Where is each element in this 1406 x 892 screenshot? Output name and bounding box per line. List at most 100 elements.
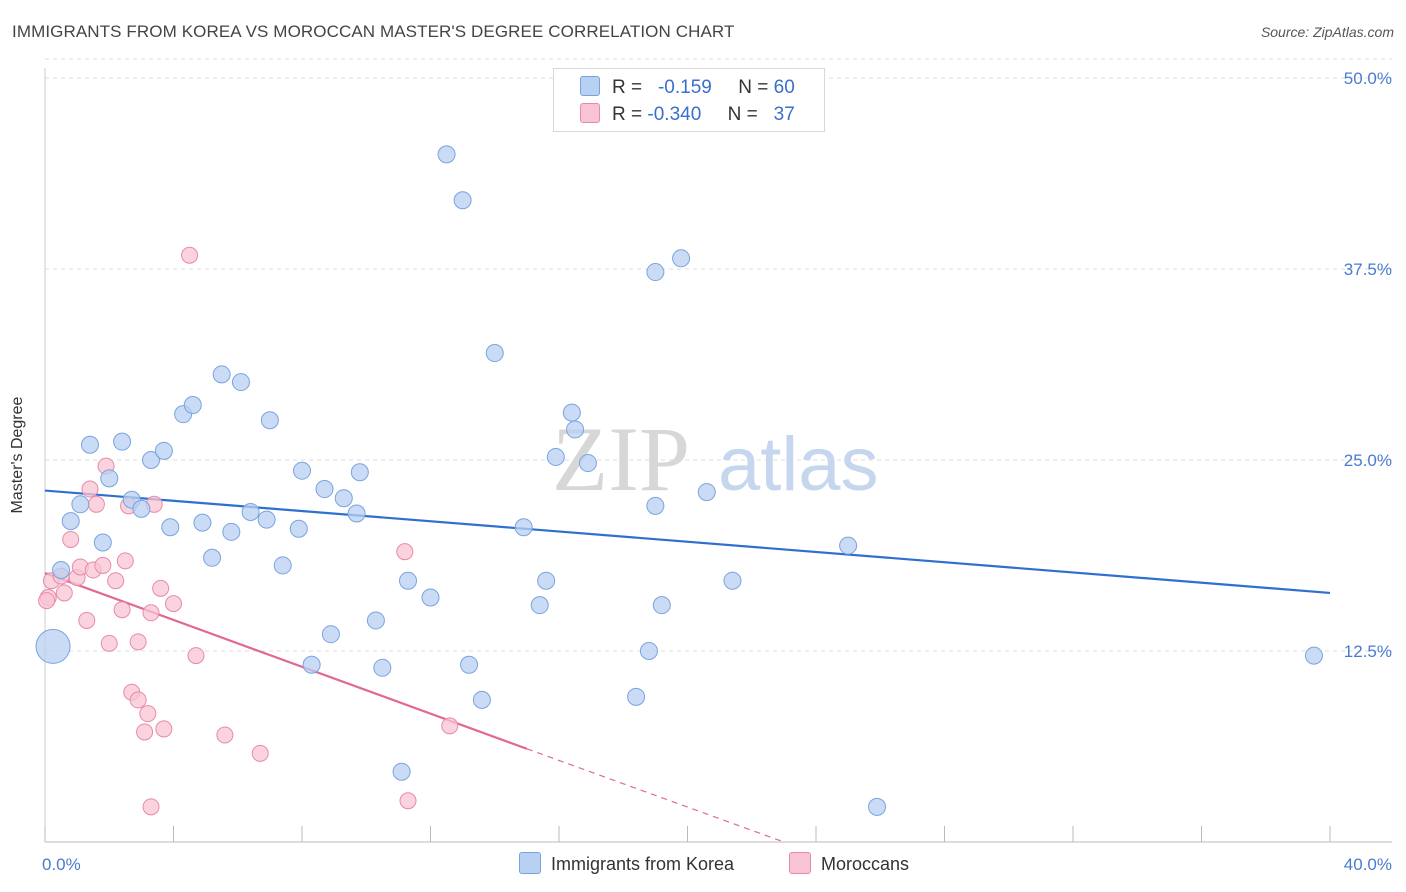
korea-point — [839, 536, 858, 555]
korea-point — [52, 561, 71, 580]
korea-point — [373, 658, 392, 677]
korea-point — [132, 499, 151, 518]
moroccan-trend-extension — [526, 748, 785, 843]
korea-point — [93, 533, 112, 552]
korea-point — [421, 588, 440, 607]
y-tick-label: 12.5% — [1344, 642, 1392, 661]
korea-point — [646, 263, 665, 282]
legend-n-value: 60 — [773, 77, 795, 98]
correlation-legend: R = -0.159 N = 60 R = -0.340 N = 37 — [553, 68, 825, 132]
korea-point — [334, 489, 353, 508]
korea-point — [231, 373, 250, 392]
korea-point — [321, 625, 340, 644]
korea-point — [161, 518, 180, 537]
korea-point — [646, 496, 665, 515]
korea-point — [80, 435, 99, 454]
x-tick-label: 0.0% — [42, 855, 81, 874]
korea-point — [485, 344, 504, 363]
moroccan-point — [187, 647, 205, 665]
watermark-atlas: atlas — [718, 422, 879, 507]
korea-point — [257, 510, 276, 529]
korea-point — [113, 432, 132, 451]
korea-point — [530, 596, 549, 615]
legend-row-moroccans: R = -0.340 N = 37 — [580, 103, 795, 126]
legend-n-value: 37 — [773, 104, 795, 125]
korea-point — [222, 522, 241, 541]
chart-title: IMMIGRANTS FROM KOREA VS MOROCCAN MASTER… — [12, 22, 735, 41]
y-tick-label: 50.0% — [1344, 69, 1392, 88]
korea-point — [183, 395, 202, 414]
korea-point — [241, 502, 260, 521]
korea-points — [35, 145, 1323, 816]
moroccan-point — [396, 543, 414, 561]
korea-point — [460, 655, 479, 674]
legend-n-label: N = — [727, 104, 758, 125]
legend-r-value: -0.340 — [647, 104, 702, 125]
moroccan-point — [139, 705, 157, 723]
moroccan-point — [251, 744, 269, 762]
korea-point — [672, 249, 691, 268]
moroccan-points — [38, 246, 459, 816]
legend-r-label: R = — [612, 104, 643, 125]
korea-point — [193, 513, 212, 532]
korea-point — [566, 420, 585, 439]
moroccan-point — [100, 634, 118, 652]
y-tick-labels: 12.5% 25.0% 37.5% 50.0% — [1344, 69, 1392, 661]
korea-legend-label: Immigrants from Korea — [551, 854, 735, 874]
y-axis-label: Master's Degree — [9, 396, 26, 514]
korea-point — [273, 556, 292, 575]
source-label: Source: ZipAtlas.com — [1260, 24, 1394, 40]
korea-point — [639, 642, 658, 660]
moroccan-point — [399, 792, 417, 810]
y-tick-label: 37.5% — [1344, 260, 1392, 279]
korea-point — [514, 518, 533, 537]
korea-point — [366, 611, 385, 630]
grid-lines — [45, 58, 1392, 652]
moroccan-point — [142, 798, 160, 816]
moroccan-point — [441, 717, 459, 735]
moroccan-legend-swatch — [789, 852, 811, 874]
moroccan-point — [87, 495, 105, 513]
korea-trend-line — [44, 489, 1331, 595]
korea-point — [472, 690, 491, 709]
korea-point — [652, 596, 671, 615]
moroccan-point — [155, 720, 173, 738]
moroccan-point — [129, 633, 147, 651]
korea-point — [562, 403, 581, 422]
moroccan-swatch — [580, 103, 600, 123]
moroccan-point — [62, 530, 80, 548]
moroccan-point — [113, 601, 131, 619]
moroccan-point — [116, 552, 134, 570]
korea-point — [350, 463, 369, 482]
trend-lines — [44, 489, 1331, 843]
korea-point — [578, 454, 597, 473]
moroccan-point — [38, 592, 56, 610]
moroccan-point — [81, 480, 99, 498]
moroccan-point — [136, 723, 154, 741]
moroccan-point — [216, 726, 234, 744]
korea-point — [697, 483, 716, 502]
korea-legend-swatch — [519, 852, 541, 874]
moroccan-point — [142, 604, 160, 622]
x-tick-labels: 0.0% 40.0% — [42, 855, 1392, 874]
legend-n-label: N = — [738, 77, 769, 98]
korea-point — [35, 628, 71, 664]
axes — [44, 68, 1392, 843]
korea-point — [154, 441, 173, 460]
moroccan-point — [55, 584, 73, 602]
moroccan-point — [181, 246, 199, 264]
korea-point — [315, 480, 334, 499]
korea-point — [537, 571, 556, 590]
korea-point — [627, 687, 646, 706]
korea-point — [723, 571, 742, 590]
x-tick-label: 40.0% — [1344, 855, 1392, 874]
korea-point — [453, 191, 472, 210]
korea-point — [1304, 646, 1323, 665]
bottom-legend-korea: Immigrants from Korea — [519, 852, 734, 875]
bottom-legend-moroccans: Moroccans — [789, 852, 909, 875]
moroccan-legend-label: Moroccans — [821, 854, 910, 874]
legend-r-label: R = — [612, 77, 643, 98]
moroccan-point — [152, 579, 170, 597]
korea-point — [203, 548, 222, 567]
